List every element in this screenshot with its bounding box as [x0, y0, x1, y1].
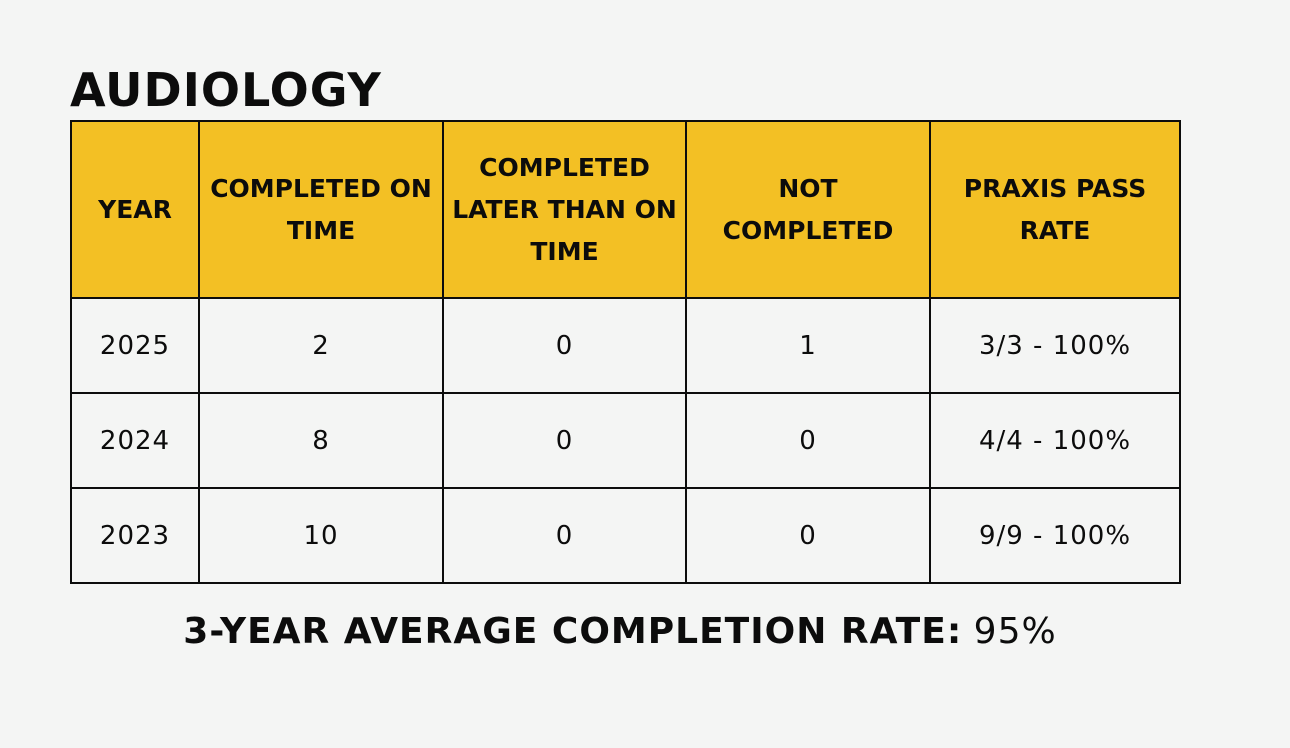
header-completed-later: COMPLETED LATER THAN ON TIME	[442, 120, 687, 299]
cell-completed-later: 0	[442, 487, 687, 584]
completion-rate-summary: 3-YEAR AVERAGE COMPLETION RATE: 95%	[0, 608, 1240, 656]
page-title: AUDIOLOGY	[70, 63, 382, 117]
cell-completed-on-time: 2	[198, 297, 444, 394]
cell-completed-on-time: 10	[198, 487, 444, 584]
header-completed-on-time: COMPLETED ON TIME	[198, 120, 444, 299]
header-not-completed: NOT COMPLETED	[685, 120, 931, 299]
cell-not-completed: 0	[685, 487, 931, 584]
cell-praxis-pass-rate: 3/3 - 100%	[929, 297, 1181, 394]
table-row: 2025 2 0 1 3/3 - 100%	[70, 297, 1181, 394]
completion-rate-value: 95%	[973, 611, 1057, 652]
cell-praxis-pass-rate: 9/9 - 100%	[929, 487, 1181, 584]
completion-rate-label: 3-YEAR AVERAGE COMPLETION RATE:	[183, 611, 963, 652]
table-row: 2023 10 0 0 9/9 - 100%	[70, 487, 1181, 584]
cell-year: 2023	[70, 487, 200, 584]
header-year: YEAR	[70, 120, 200, 299]
cell-praxis-pass-rate: 4/4 - 100%	[929, 392, 1181, 489]
cell-completed-on-time: 8	[198, 392, 444, 489]
cell-year: 2025	[70, 297, 200, 394]
header-praxis-pass-rate: PRAXIS PASS RATE	[929, 120, 1181, 299]
cell-completed-later: 0	[442, 297, 687, 394]
cell-year: 2024	[70, 392, 200, 489]
cell-completed-later: 0	[442, 392, 687, 489]
program-outcomes-table: YEAR COMPLETED ON TIME COMPLETED LATER T…	[70, 120, 1181, 584]
cell-not-completed: 0	[685, 392, 931, 489]
table-header-row: YEAR COMPLETED ON TIME COMPLETED LATER T…	[70, 120, 1181, 299]
table-row: 2024 8 0 0 4/4 - 100%	[70, 392, 1181, 489]
cell-not-completed: 1	[685, 297, 931, 394]
